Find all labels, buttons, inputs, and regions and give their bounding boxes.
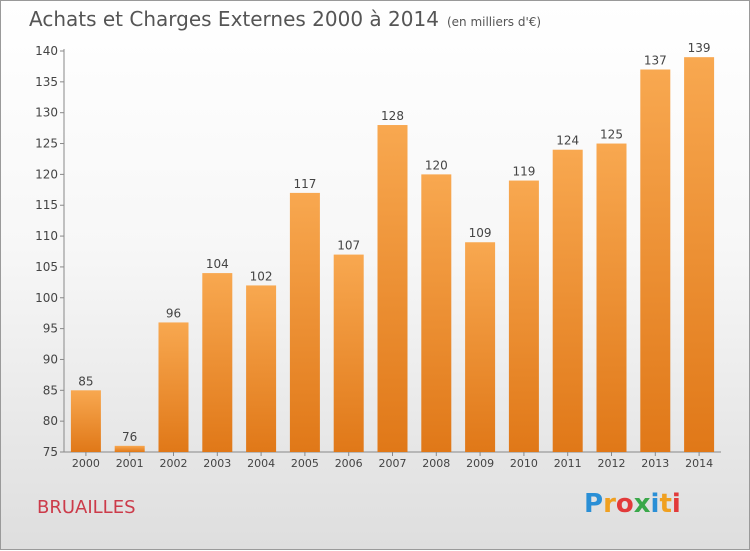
data-label: 109 xyxy=(469,226,492,240)
bar xyxy=(70,390,101,452)
x-tick-label: 2003 xyxy=(203,457,231,470)
bar xyxy=(684,57,715,453)
chart-title: Achats et Charges Externes 2000 à 2014 (e… xyxy=(29,7,541,31)
x-tick-label: 2000 xyxy=(72,457,100,470)
x-tick-label: 2009 xyxy=(466,457,494,470)
x-tick-label: 2004 xyxy=(247,457,275,470)
x-tick-label: 2008 xyxy=(422,457,450,470)
proxiti-logo: Proxiti xyxy=(584,489,681,519)
data-label: 137 xyxy=(644,54,667,68)
bar xyxy=(246,285,277,452)
y-tick-label: 100 xyxy=(35,291,58,305)
logo-letter: i xyxy=(650,489,660,519)
data-label: 124 xyxy=(556,134,579,148)
bar xyxy=(596,143,627,453)
y-tick-label: 95 xyxy=(43,322,58,336)
data-label: 102 xyxy=(250,269,273,283)
x-tick-label: 2014 xyxy=(685,457,713,470)
data-label: 119 xyxy=(512,165,535,179)
bar xyxy=(421,174,452,452)
logo-letter: o xyxy=(615,489,634,519)
x-tick-label: 2006 xyxy=(335,457,363,470)
logo-letter: P xyxy=(584,489,604,519)
chart-title-text: Achats et Charges Externes 2000 à 2014 xyxy=(29,7,439,31)
data-label: 96 xyxy=(166,306,181,320)
data-label: 104 xyxy=(206,257,229,271)
bar xyxy=(508,180,539,453)
x-tick-label: 2011 xyxy=(554,457,582,470)
x-tick-label: 2001 xyxy=(116,457,144,470)
data-label: 85 xyxy=(78,374,93,388)
y-tick-label: 135 xyxy=(35,75,58,89)
data-label: 139 xyxy=(688,41,711,55)
bar xyxy=(114,445,145,452)
data-label: 107 xyxy=(337,239,360,253)
y-tick-label: 115 xyxy=(35,198,58,212)
logo-letter: x xyxy=(633,489,651,519)
bar xyxy=(552,149,583,452)
bar xyxy=(465,242,496,452)
data-label: 125 xyxy=(600,128,623,142)
y-tick-label: 110 xyxy=(35,229,58,243)
x-tick-label: 2013 xyxy=(641,457,669,470)
logo-letter: r xyxy=(603,489,616,519)
x-tick-label: 2010 xyxy=(510,457,538,470)
data-label: 128 xyxy=(381,109,404,123)
y-tick-label: 125 xyxy=(35,137,58,151)
logo-letter: i xyxy=(671,489,681,519)
data-label: 120 xyxy=(425,158,448,172)
data-label: 117 xyxy=(293,177,316,191)
x-tick-label: 2002 xyxy=(160,457,188,470)
y-tick-label: 130 xyxy=(35,106,58,120)
y-tick-label: 105 xyxy=(35,260,58,274)
chart-subtitle: (en milliers d'€) xyxy=(446,15,542,29)
bar xyxy=(333,254,364,452)
bar xyxy=(377,125,408,453)
bar xyxy=(640,69,671,452)
data-label: 76 xyxy=(122,430,137,444)
y-tick-label: 90 xyxy=(43,352,58,366)
y-tick-label: 85 xyxy=(43,383,58,397)
y-tick-label: 75 xyxy=(43,445,58,459)
x-tick-label: 2005 xyxy=(291,457,319,470)
commune-name: BRUAILLES xyxy=(37,497,136,518)
y-tick-label: 120 xyxy=(35,167,58,181)
bar xyxy=(289,192,320,452)
x-tick-label: 2007 xyxy=(379,457,407,470)
logo-letter: t xyxy=(659,489,672,519)
x-tick-label: 2012 xyxy=(598,457,626,470)
y-tick-label: 80 xyxy=(43,414,58,428)
bar xyxy=(158,322,189,452)
y-tick-label: 140 xyxy=(35,44,58,58)
bar xyxy=(202,273,233,452)
